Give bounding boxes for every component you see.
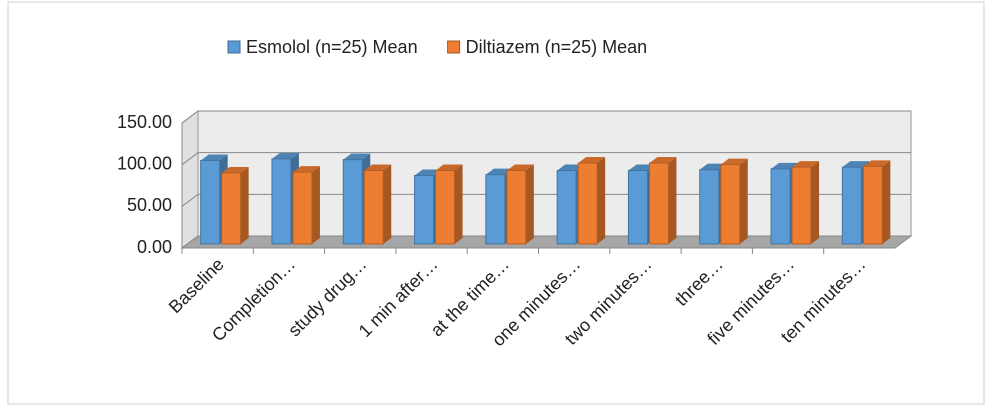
bar-top bbox=[200, 154, 228, 161]
bar-top bbox=[435, 164, 463, 171]
side-wall bbox=[181, 110, 199, 249]
bar-side bbox=[811, 161, 820, 244]
bar-side bbox=[311, 166, 320, 244]
bar-side bbox=[597, 157, 606, 244]
bar-side bbox=[882, 160, 891, 244]
bar bbox=[862, 165, 883, 245]
bar-side bbox=[240, 167, 249, 244]
bar bbox=[699, 169, 720, 245]
bar bbox=[770, 168, 791, 245]
bar bbox=[435, 170, 456, 245]
y-tick-label: 100.00 bbox=[117, 153, 172, 173]
bar-side bbox=[454, 164, 463, 244]
bar-top bbox=[292, 166, 320, 173]
bar-top bbox=[792, 161, 820, 168]
bar bbox=[720, 164, 741, 245]
bar bbox=[271, 158, 292, 245]
bar-top bbox=[485, 168, 513, 175]
bar-top bbox=[271, 152, 299, 159]
bar-top bbox=[699, 163, 727, 170]
grid-line bbox=[181, 152, 911, 166]
bar-top bbox=[343, 153, 371, 160]
bar-top bbox=[506, 164, 534, 171]
bar-top bbox=[720, 158, 748, 165]
bar-side bbox=[525, 164, 534, 244]
bar bbox=[221, 172, 242, 245]
bar bbox=[414, 175, 435, 245]
bar bbox=[556, 170, 577, 245]
bar-side bbox=[668, 157, 677, 244]
bar-side bbox=[383, 164, 392, 244]
bar-top bbox=[628, 164, 656, 171]
bar bbox=[200, 160, 221, 245]
bar-side bbox=[739, 158, 748, 244]
bar bbox=[648, 162, 669, 245]
bar bbox=[577, 162, 598, 245]
bar-top bbox=[414, 169, 442, 176]
bar bbox=[506, 170, 527, 245]
legend-label: Esmolol (n=25) Mean bbox=[246, 37, 418, 57]
legend-label: Diltiazem (n=25) Mean bbox=[466, 37, 648, 57]
y-tick-label: 50.00 bbox=[127, 195, 172, 215]
y-tick-label: 0.00 bbox=[137, 237, 172, 257]
bar-top bbox=[221, 167, 249, 173]
bar-top bbox=[578, 157, 606, 163]
legend-swatch bbox=[227, 40, 241, 54]
bar bbox=[791, 166, 812, 245]
bar bbox=[292, 171, 313, 245]
bar bbox=[485, 174, 506, 245]
grid-line bbox=[181, 110, 911, 124]
bar bbox=[342, 159, 363, 245]
bar-top bbox=[649, 157, 677, 163]
bar-top bbox=[771, 162, 799, 169]
legend-swatch bbox=[447, 40, 461, 54]
y-tick-label: 150.00 bbox=[117, 112, 172, 132]
bar-top bbox=[863, 160, 891, 167]
bar-top bbox=[364, 164, 392, 171]
bar-top bbox=[842, 161, 870, 168]
bar-top bbox=[557, 164, 585, 171]
bar bbox=[363, 170, 384, 245]
bar bbox=[841, 166, 862, 245]
bar bbox=[627, 170, 648, 245]
legend: Esmolol (n=25) Mean Diltiazem (n=25) Mean bbox=[227, 37, 648, 57]
